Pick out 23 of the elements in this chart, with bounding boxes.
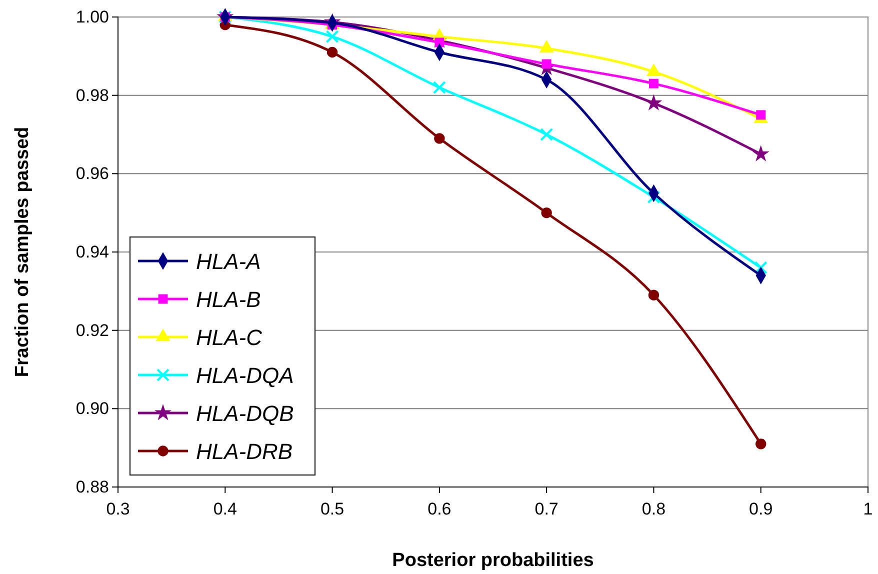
x-tick-label: 0.5 [320,500,344,519]
legend-label: HLA-DQA [196,362,294,388]
x-tick-label: 0.4 [213,500,237,519]
legend-label: HLA-DRB [196,438,293,464]
x-axis-title: Posterior probabilities [392,550,594,571]
legend-label: HLA-B [196,286,261,312]
x-tick-label: 0.3 [106,500,130,519]
x-tick-label: 1 [863,500,873,519]
x-tick-label: 0.8 [642,500,666,519]
x-tick-label: 0.7 [534,500,558,519]
y-tick-label: 0.88 [76,477,109,496]
y-axis-title: Fraction of samples passed [12,126,33,378]
x-tick-label: 0.6 [428,500,452,519]
legend-label: HLA-A [196,248,261,274]
y-tick-label: 0.94 [76,242,109,262]
y-tick-label: 1.00 [76,7,109,26]
y-tick-label: 0.90 [76,399,109,418]
y-tick-label: 0.98 [76,86,109,105]
x-tick-label: 0.9 [749,500,773,519]
y-tick-label: 0.92 [76,320,109,340]
y-tick-label: 0.96 [76,164,109,184]
legend-label: HLA-DQB [196,400,294,426]
legend-label: HLA-C [196,324,262,350]
